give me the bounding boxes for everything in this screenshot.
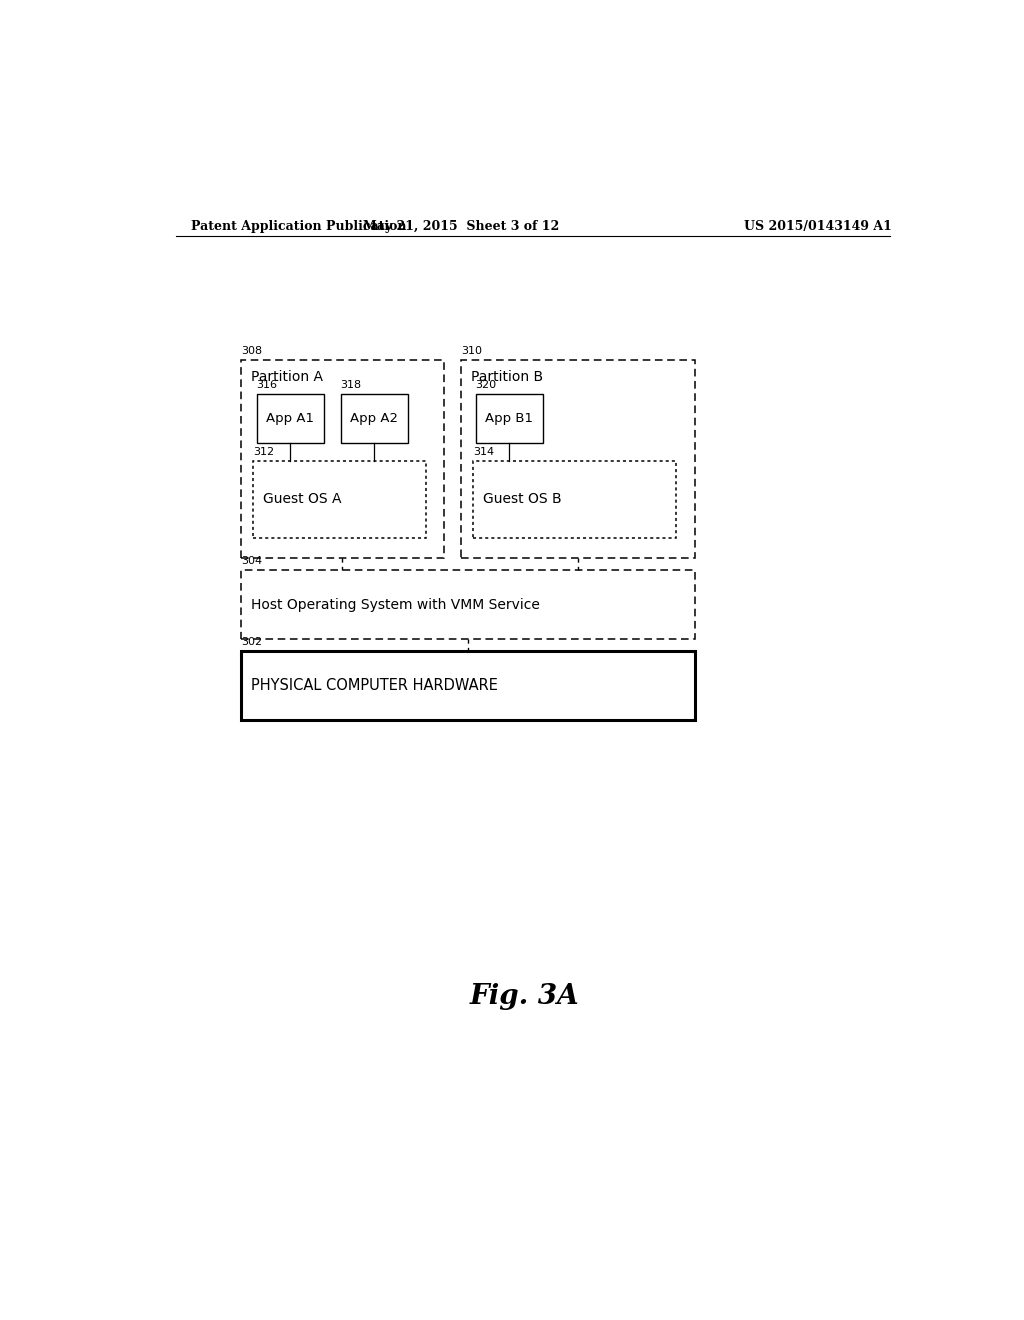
Text: 304: 304 bbox=[242, 556, 262, 566]
Text: Guest OS A: Guest OS A bbox=[263, 492, 341, 507]
Text: Host Operating System with VMM Service: Host Operating System with VMM Service bbox=[251, 598, 540, 611]
Text: Fig. 3A: Fig. 3A bbox=[470, 983, 580, 1010]
FancyBboxPatch shape bbox=[257, 395, 324, 444]
Text: 320: 320 bbox=[475, 380, 497, 391]
Text: 316: 316 bbox=[257, 380, 278, 391]
Text: 314: 314 bbox=[473, 447, 495, 457]
FancyBboxPatch shape bbox=[242, 570, 695, 639]
Text: Guest OS B: Guest OS B bbox=[482, 492, 561, 507]
Text: 312: 312 bbox=[253, 447, 274, 457]
Text: US 2015/0143149 A1: US 2015/0143149 A1 bbox=[744, 220, 892, 234]
Text: PHYSICAL COMPUTER HARDWARE: PHYSICAL COMPUTER HARDWARE bbox=[251, 678, 498, 693]
Text: May 21, 2015  Sheet 3 of 12: May 21, 2015 Sheet 3 of 12 bbox=[364, 220, 559, 234]
Text: App A1: App A1 bbox=[266, 412, 314, 425]
Text: Patent Application Publication: Patent Application Publication bbox=[191, 220, 407, 234]
FancyBboxPatch shape bbox=[461, 359, 695, 558]
FancyBboxPatch shape bbox=[242, 359, 443, 558]
Text: Partition B: Partition B bbox=[471, 370, 543, 384]
Text: 310: 310 bbox=[461, 346, 482, 355]
Text: Partition A: Partition A bbox=[251, 370, 323, 384]
FancyBboxPatch shape bbox=[242, 651, 695, 721]
FancyBboxPatch shape bbox=[253, 461, 426, 537]
Text: 318: 318 bbox=[341, 380, 361, 391]
FancyBboxPatch shape bbox=[341, 395, 409, 444]
FancyBboxPatch shape bbox=[475, 395, 543, 444]
Text: App B1: App B1 bbox=[485, 412, 534, 425]
FancyBboxPatch shape bbox=[473, 461, 676, 537]
Text: 302: 302 bbox=[242, 638, 262, 647]
Text: App A2: App A2 bbox=[350, 412, 398, 425]
Text: 308: 308 bbox=[242, 346, 262, 355]
